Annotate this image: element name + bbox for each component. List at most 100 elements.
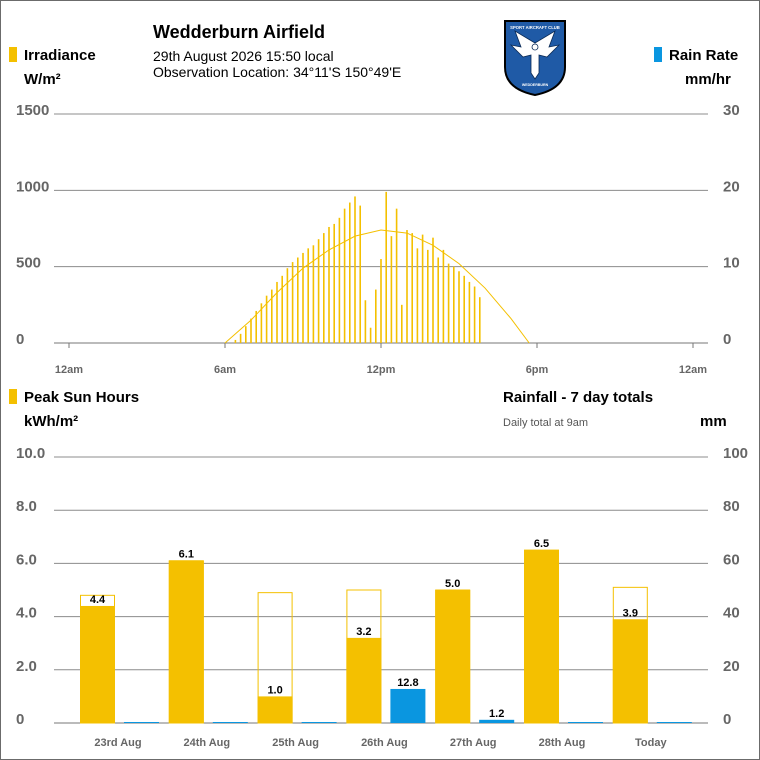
irradiance-bar	[385, 191, 387, 343]
irradiance-bar	[369, 327, 372, 343]
rainfall-note: Daily total at 9am	[503, 417, 588, 429]
x-category-label: 26th Aug	[361, 737, 408, 749]
irradiance-bar	[432, 237, 434, 343]
irradiance-bar	[338, 217, 341, 343]
y-left-tick-label: 8.0	[16, 498, 37, 515]
irradiance-bar	[260, 303, 263, 343]
irradiance-bar	[406, 230, 408, 343]
logo-text-bottom: WEDDERBURN	[522, 83, 549, 87]
peak-sun-bar	[524, 550, 559, 723]
irradiance-bar	[447, 263, 450, 343]
x-tick-label: 12am	[679, 364, 707, 376]
peak-sun-value-label: 1.0	[267, 684, 282, 696]
irradiance-bar	[333, 223, 335, 343]
x-category-label: 27th Aug	[450, 737, 497, 749]
rainfall-bar	[390, 688, 426, 723]
y-left-tick-label: 1000	[16, 178, 49, 195]
irradiance-bar	[473, 286, 476, 343]
club-logo: SPORT AIRCRAFT CLUB WEDDERBURN	[504, 20, 566, 97]
irradiance-bar	[323, 233, 325, 343]
y-right-tick-label: 100	[723, 445, 748, 462]
x-category-label: Today	[635, 737, 667, 749]
peak-sun-bar	[168, 560, 204, 723]
location-line: Observation Location: 34°11'S 150°49'E	[153, 64, 402, 80]
y-left-tick-label: 6.0	[16, 551, 37, 568]
peak-sun-value-label: 5.0	[445, 578, 460, 590]
y-right-tick-label: 20	[723, 178, 740, 195]
irradiance-bar	[359, 205, 361, 343]
y-right-tick-label: 0	[723, 331, 731, 348]
rainfall-bar	[479, 719, 515, 723]
rainfall-unit: mm	[700, 413, 727, 430]
irradiance-bar	[421, 234, 424, 343]
irradiance-bar	[250, 318, 252, 343]
rainfall-title: Rainfall - 7 day totals	[503, 389, 654, 406]
rainfall-bar	[656, 722, 692, 723]
peak-sun-value-label: 6.5	[534, 538, 549, 550]
irradiance-bar	[265, 295, 268, 343]
irradiance-bar	[375, 289, 377, 343]
y-left-tick-label: 0	[16, 711, 24, 728]
irradiance-bar	[416, 248, 419, 343]
peak-sun-value-label: 3.9	[623, 607, 638, 619]
irradiance-bar	[479, 297, 481, 343]
y-right-tick-label: 30	[723, 102, 740, 119]
peak-sun-value-label: 3.2	[356, 626, 371, 638]
irradiance-bar	[349, 202, 351, 343]
irradiance-bar	[312, 245, 315, 343]
clear-sky-curve	[224, 229, 530, 344]
irradiance-bar	[458, 271, 460, 343]
x-tick-label: 12am	[55, 364, 83, 376]
peak-sun-bar	[435, 590, 471, 723]
rainfall-bar	[301, 722, 337, 723]
irradiance-bar	[395, 208, 398, 343]
irradiance-bar	[463, 275, 465, 343]
irradiance-unit: W/m²	[24, 71, 61, 88]
y-right-tick-label: 80	[723, 498, 740, 515]
y-left-tick-label: 4.0	[16, 605, 37, 622]
rainfall-bar	[124, 722, 159, 723]
irradiance-bar	[453, 266, 455, 343]
irradiance-bar	[317, 239, 320, 343]
rainfall-bar	[568, 722, 603, 723]
irradiance-bar	[437, 257, 439, 343]
irradiance-bar	[276, 281, 278, 343]
irradiance-bar	[343, 208, 346, 343]
x-category-label: 24th Aug	[183, 737, 230, 749]
y-left-tick-label: 2.0	[16, 658, 37, 675]
irradiance-bar	[411, 233, 413, 343]
irradiance-bar	[234, 339, 237, 343]
irradiance-bar	[271, 289, 273, 343]
page-title: Wedderburn Airfield	[153, 22, 326, 42]
irradiance-bar	[255, 310, 257, 343]
peak-sun-bar	[612, 619, 648, 723]
y-right-tick-label: 10	[723, 255, 740, 272]
irradiance-bar	[442, 249, 445, 343]
y-right-tick-label: 20	[723, 658, 740, 675]
peak-sun-value-label: 6.1	[179, 549, 194, 561]
irradiance-bar	[354, 196, 356, 343]
peak-sun-legend-swatch	[9, 389, 17, 404]
irradiance-bar	[245, 326, 247, 343]
peak-sun-bar	[346, 637, 382, 723]
y-left-tick-label: 1500	[16, 102, 49, 119]
rain-rate-unit: mm/hr	[685, 71, 731, 88]
x-tick-label: 6pm	[526, 364, 549, 376]
irradiance-bar	[380, 259, 382, 343]
peak-sun-unit: kWh/m²	[24, 413, 79, 430]
irradiance-bar	[401, 304, 403, 343]
irradiance-bar	[286, 268, 289, 343]
x-category-label: 28th Aug	[539, 737, 586, 749]
y-right-tick-label: 40	[723, 605, 740, 622]
logo-text-top: SPORT AIRCRAFT CLUB	[510, 25, 560, 30]
date-line: 29th August 2026 15:50 local	[153, 48, 334, 64]
irradiance-title: Irradiance	[24, 47, 96, 64]
peak-sun-bar	[80, 605, 115, 723]
peak-sun-bar	[257, 696, 293, 723]
y-left-tick-label: 500	[16, 255, 41, 272]
peak-sun-title: Peak Sun Hours	[24, 389, 140, 406]
y-left-tick-label: 0	[16, 331, 24, 348]
x-category-label: 23rd Aug	[94, 737, 141, 749]
